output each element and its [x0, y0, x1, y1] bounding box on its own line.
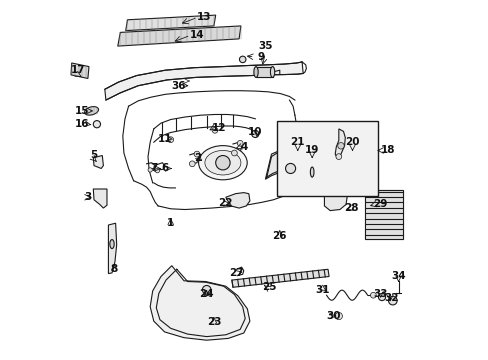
Circle shape: [370, 292, 375, 298]
Text: 15: 15: [74, 106, 89, 116]
Polygon shape: [125, 15, 215, 31]
Circle shape: [212, 127, 218, 133]
Circle shape: [202, 285, 211, 294]
Circle shape: [231, 150, 237, 156]
Text: 27: 27: [229, 268, 244, 278]
Circle shape: [215, 156, 230, 170]
Bar: [276, 121, 377, 196]
Polygon shape: [118, 26, 241, 46]
Circle shape: [285, 163, 295, 174]
Circle shape: [167, 137, 173, 143]
Text: 6: 6: [161, 163, 168, 174]
Polygon shape: [108, 223, 117, 274]
Text: 20: 20: [345, 137, 359, 147]
Circle shape: [93, 121, 101, 128]
Text: 21: 21: [290, 137, 305, 147]
Text: 9: 9: [257, 52, 264, 62]
Text: 26: 26: [272, 231, 286, 241]
Polygon shape: [335, 129, 345, 158]
Text: 4: 4: [240, 142, 248, 152]
Ellipse shape: [198, 145, 247, 180]
Polygon shape: [93, 189, 107, 208]
Circle shape: [194, 151, 200, 157]
Circle shape: [189, 161, 195, 167]
Text: 34: 34: [390, 271, 405, 282]
Text: 11: 11: [157, 134, 171, 144]
Text: 25: 25: [261, 282, 276, 292]
Text: 36: 36: [171, 81, 186, 91]
Text: 28: 28: [344, 203, 358, 213]
Text: 30: 30: [326, 311, 340, 321]
Circle shape: [335, 312, 342, 320]
Ellipse shape: [110, 240, 114, 248]
Text: 14: 14: [189, 30, 204, 40]
Text: 31: 31: [315, 285, 329, 295]
Text: 23: 23: [206, 317, 221, 327]
Text: 35: 35: [258, 41, 272, 51]
Text: 7: 7: [150, 163, 157, 174]
Ellipse shape: [204, 150, 241, 175]
Text: 13: 13: [197, 12, 211, 22]
Text: 18: 18: [380, 145, 394, 156]
Text: 22: 22: [218, 198, 233, 208]
Text: 3: 3: [84, 192, 91, 202]
Text: 12: 12: [211, 123, 225, 133]
Circle shape: [387, 296, 396, 305]
Circle shape: [239, 56, 245, 63]
Text: 2: 2: [194, 153, 201, 163]
Circle shape: [237, 140, 243, 146]
Text: 33: 33: [372, 289, 387, 300]
Text: 1: 1: [167, 218, 174, 228]
Polygon shape: [104, 62, 303, 100]
Circle shape: [251, 130, 258, 138]
Circle shape: [155, 168, 159, 173]
Text: 5: 5: [90, 150, 98, 160]
Circle shape: [335, 154, 341, 159]
Text: 19: 19: [305, 145, 319, 156]
Circle shape: [337, 143, 344, 149]
Text: 29: 29: [373, 199, 387, 210]
Ellipse shape: [270, 67, 274, 77]
Ellipse shape: [84, 107, 98, 115]
Text: 8: 8: [110, 264, 118, 274]
Polygon shape: [231, 269, 328, 287]
Text: 24: 24: [199, 289, 214, 300]
Text: 17: 17: [71, 65, 85, 75]
Polygon shape: [71, 63, 89, 78]
Polygon shape: [225, 193, 249, 208]
Text: 32: 32: [384, 293, 398, 303]
Ellipse shape: [253, 67, 258, 77]
Polygon shape: [324, 191, 346, 211]
Bar: [365, 190, 402, 239]
Polygon shape: [265, 150, 291, 179]
Circle shape: [148, 168, 152, 172]
Text: 10: 10: [247, 127, 262, 138]
Text: 16: 16: [74, 119, 89, 129]
Polygon shape: [294, 149, 308, 176]
Circle shape: [378, 293, 385, 301]
Polygon shape: [150, 266, 249, 340]
Ellipse shape: [310, 167, 313, 177]
Polygon shape: [93, 156, 103, 168]
